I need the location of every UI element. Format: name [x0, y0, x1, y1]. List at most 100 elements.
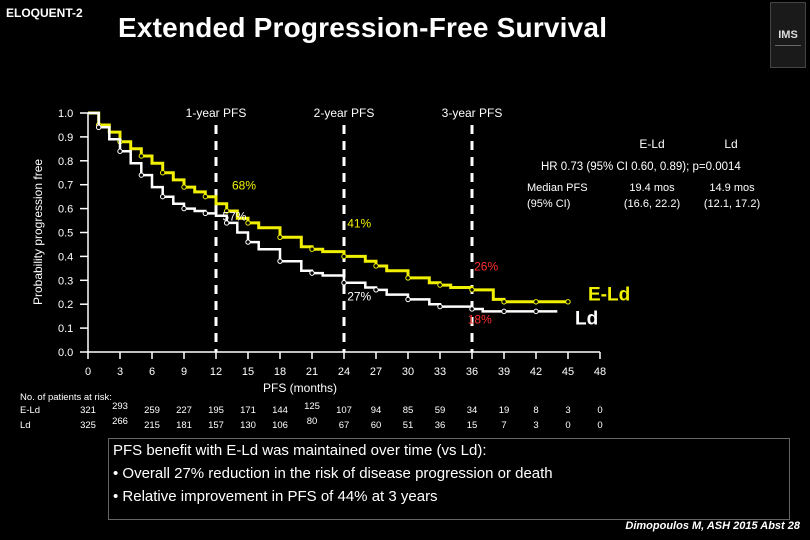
median-label: Median PFS [527, 182, 588, 194]
at-risk-value: 325 [80, 420, 96, 431]
y-tick-label: 0.9 [58, 132, 73, 144]
at-risk-value: 107 [336, 405, 352, 416]
milestone-label: 3-year PFS [442, 106, 503, 120]
at-risk-value: 215 [144, 420, 160, 431]
x-axis-label: PFS (months) [263, 381, 337, 395]
citation: Dimopoulos M, ASH 2015 Abst 28 [625, 520, 800, 532]
censor-mark [159, 193, 166, 200]
x-tick-label: 30 [402, 366, 414, 378]
censor-mark [202, 210, 209, 217]
ims-logo: IMS [770, 2, 806, 68]
eld-ci: (16.6, 22.2) [624, 198, 680, 210]
x-tick-label: 21 [306, 366, 318, 378]
at-risk-value: 85 [403, 405, 414, 416]
censor-mark [138, 172, 145, 178]
censor-mark [181, 184, 187, 190]
x-tick-label: 39 [498, 366, 510, 378]
censor-mark [373, 263, 379, 269]
censor-mark [223, 220, 230, 226]
x-tick-label: 27 [370, 366, 382, 378]
censor-mark [277, 234, 283, 240]
censor-mark [117, 148, 123, 154]
at-risk-value: 144 [272, 405, 288, 416]
censor-mark [469, 306, 475, 312]
x-tick-label: 12 [210, 366, 222, 378]
censor-mark [309, 270, 315, 276]
at-risk-value: 0 [597, 405, 602, 416]
censor-mark [245, 239, 251, 245]
study-name: ELOQUENT-2 [6, 6, 83, 20]
milestone-label: 2-year PFS [314, 106, 375, 120]
curve-ld [88, 111, 558, 313]
at-risk-value: 293 [112, 401, 128, 412]
at-risk-value: 34 [467, 405, 478, 416]
slide-title: Extended Progression-Free Survival [118, 12, 608, 43]
summary-box: PFS benefit with E-Ld was maintained ove… [108, 438, 790, 520]
percent-annotation: 27% [347, 290, 371, 304]
censor-mark [341, 279, 347, 286]
ld-median: 14.9 mos [709, 182, 755, 194]
logo-text: IMS [778, 29, 798, 41]
logo-subtext-rule [775, 45, 801, 60]
y-tick-label: 0.8 [58, 156, 73, 168]
censor-mark [245, 220, 251, 226]
at-risk-row-label: Ld [20, 420, 31, 431]
censor-mark [533, 308, 539, 315]
at-risk-value: 3 [565, 405, 570, 416]
censor-mark [309, 246, 315, 252]
y-tick-label: 0.5 [58, 228, 73, 240]
curve-e-ld [88, 111, 568, 304]
y-axis-label: Probability progression free [31, 159, 45, 305]
x-tick-label: 0 [85, 366, 91, 378]
at-risk-value: 19 [499, 405, 510, 416]
summary-line-1: PFS benefit with E-Ld was maintained ove… [113, 442, 487, 459]
at-risk-value: 321 [80, 405, 96, 416]
x-tick-label: 36 [466, 366, 478, 378]
x-tick-label: 15 [242, 366, 254, 378]
percent-annotation: 68% [232, 178, 256, 192]
censor-mark [159, 170, 166, 176]
percent-annotation: 41% [347, 217, 371, 231]
at-risk-value: 125 [304, 401, 320, 412]
milestone-label: 1-year PFS [186, 106, 247, 120]
y-tick-label: 0.2 [58, 299, 73, 311]
at-risk-value: 51 [403, 420, 414, 431]
at-risk-value: 181 [176, 420, 192, 431]
censor-mark [277, 258, 283, 264]
summary-line-2: • Overall 27% reduction in the risk of d… [113, 465, 553, 482]
ld-ci: (12.1, 17.2) [704, 198, 760, 210]
at-risk-value: 0 [597, 420, 602, 431]
hazard-ratio: HR 0.73 (95% CI 0.60, 0.89); p=0.0014 [541, 161, 741, 173]
at-risk-value: 94 [371, 405, 382, 416]
at-risk-value: 259 [144, 405, 160, 416]
at-risk-row-label: E-Ld [20, 405, 40, 416]
eld-median: 19.4 mos [629, 182, 675, 194]
at-risk-value: 171 [240, 405, 256, 416]
at-risk-value: 15 [467, 420, 478, 431]
x-tick-label: 33 [434, 366, 446, 378]
y-tick-label: 0.7 [58, 180, 73, 192]
censor-mark [373, 287, 379, 293]
censor-mark [565, 299, 571, 305]
at-risk-value: 7 [501, 420, 506, 431]
stats-header-eld: E-Ld [639, 137, 664, 151]
percent-annotation: 57% [222, 210, 246, 224]
censor-mark [501, 299, 507, 305]
censor-mark [138, 153, 145, 159]
y-tick-label: 0.0 [58, 347, 73, 359]
censor-mark [437, 303, 443, 310]
censor-mark [223, 208, 230, 214]
stats-header-ld: Ld [724, 137, 737, 151]
at-risk-value: 130 [240, 420, 256, 431]
censor-mark [437, 282, 443, 288]
at-risk-value: 266 [112, 416, 128, 427]
at-risk-value: 36 [435, 420, 446, 431]
y-tick-label: 0.6 [58, 204, 73, 216]
censor-mark [181, 205, 187, 212]
y-tick-label: 1.0 [58, 108, 73, 120]
at-risk-value: 3 [533, 420, 538, 431]
at-risk-value: 227 [176, 405, 192, 416]
at-risk-value: 8 [533, 405, 538, 416]
end-label-ld: Ld [575, 308, 598, 329]
